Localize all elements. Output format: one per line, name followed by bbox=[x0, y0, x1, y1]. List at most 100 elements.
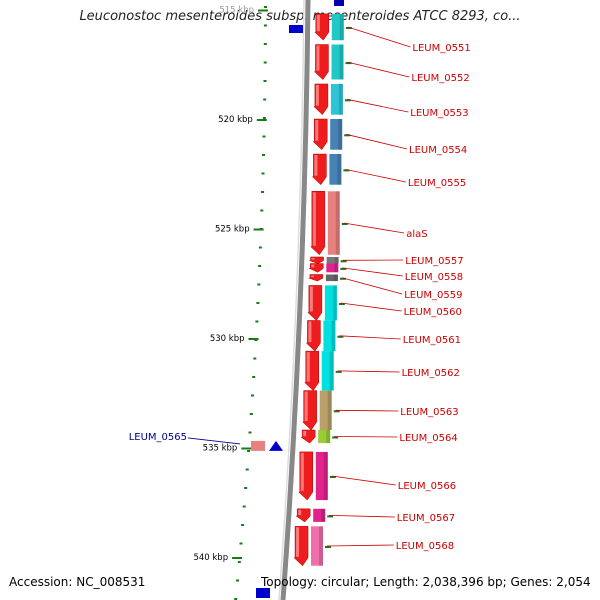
scale-dot bbox=[245, 468, 249, 471]
genome-backbone-outer bbox=[280, 0, 311, 600]
gene-stub bbox=[335, 370, 342, 373]
gene-category-LEUM_0566 bbox=[315, 451, 328, 501]
gene-category-LEUM_0552 bbox=[331, 44, 344, 80]
gene-label-LEUM_0551: LEUM_0551 bbox=[412, 43, 470, 54]
gene-label-LEUM_0555: LEUM_0555 bbox=[408, 178, 466, 189]
scale-dot bbox=[248, 431, 252, 434]
accession-text: Accession: NC_008531 bbox=[9, 575, 146, 589]
gene-category-shade bbox=[333, 274, 338, 282]
scale-tick bbox=[256, 119, 267, 121]
label-leader bbox=[347, 61, 410, 78]
gene-stub bbox=[325, 546, 331, 548]
scale-tick-label: 525 kbp bbox=[215, 225, 250, 235]
label-leader bbox=[341, 277, 403, 295]
reverse-strand-genes: LEUM_0565 bbox=[129, 432, 283, 451]
gene-arrow-LEUM_0559 bbox=[308, 274, 324, 282]
gene-arrow-highlight bbox=[315, 120, 319, 141]
scale-tick-label: 540 kbp bbox=[193, 553, 228, 563]
gene-category-shade bbox=[321, 508, 326, 522]
gene-stub bbox=[343, 169, 350, 172]
gene-arrow-highlight bbox=[316, 45, 320, 71]
gene-label-alaS: alaS bbox=[406, 229, 427, 240]
gene-label-LEUM_0560: LEUM_0560 bbox=[404, 307, 462, 318]
gene-category-shade bbox=[334, 263, 339, 273]
gene-category-shade bbox=[332, 285, 337, 321]
scale-dot bbox=[264, 6, 267, 8]
reverse-gene-box-LEUM_0565 bbox=[251, 440, 265, 451]
bottom-marker bbox=[256, 588, 270, 598]
label-leader bbox=[343, 222, 405, 234]
gene-category-LEUM_0557 bbox=[326, 257, 339, 264]
label-leader bbox=[331, 475, 396, 486]
gene-stub bbox=[333, 410, 340, 413]
gene-arrow-LEUM_0557 bbox=[309, 256, 324, 264]
scale-dot bbox=[261, 191, 264, 193]
gene-stub bbox=[332, 436, 339, 439]
gene-stub bbox=[345, 27, 352, 29]
scale-dot bbox=[239, 542, 243, 545]
gene-label-LEUM_0562: LEUM_0562 bbox=[402, 368, 460, 379]
gene-arrow-highlight bbox=[298, 509, 302, 516]
gene-arrow-highlight bbox=[315, 84, 319, 106]
gene-label-LEUM_0553: LEUM_0553 bbox=[410, 108, 468, 119]
scale-tick bbox=[258, 9, 268, 12]
gene-stub bbox=[344, 99, 351, 102]
scale-dot-arc bbox=[234, 6, 267, 600]
gene-label-LEUM_0561: LEUM_0561 bbox=[403, 335, 461, 346]
reverse-gene-label-LEUM_0565: LEUM_0565 bbox=[129, 432, 187, 443]
label-leader bbox=[342, 267, 403, 277]
gene-category-shade bbox=[338, 119, 343, 150]
gene-stub bbox=[344, 134, 351, 137]
scale-tick bbox=[232, 557, 243, 559]
scale-dot bbox=[262, 154, 265, 156]
scale-dot bbox=[255, 320, 259, 323]
gene-category-alaS bbox=[327, 191, 340, 255]
gene-arrow-highlight bbox=[304, 391, 308, 421]
gene-category-shade bbox=[337, 154, 342, 185]
map-title: Leuconostoc mesenteroides subsp. mesente… bbox=[79, 9, 521, 24]
gene-stub bbox=[345, 62, 352, 65]
label-leader bbox=[329, 515, 395, 518]
scale-dot bbox=[258, 265, 262, 267]
gene-category-LEUM_0568 bbox=[311, 526, 323, 566]
gene-stub bbox=[339, 277, 346, 280]
scale-dot bbox=[258, 246, 262, 249]
scale-tick bbox=[248, 338, 259, 340]
gene-label-LEUM_0559: LEUM_0559 bbox=[404, 290, 462, 301]
label-leader bbox=[346, 98, 409, 113]
top-marker bbox=[289, 25, 303, 33]
scale-dot bbox=[234, 598, 238, 600]
top-marker-2 bbox=[334, 0, 344, 6]
gene-category-LEUM_0562 bbox=[321, 351, 334, 391]
gene-label-LEUM_0564: LEUM_0564 bbox=[399, 433, 457, 444]
gene-labels: LEUM_0551 LEUM_0552 LEUM_0553 LEUM_0554 LEUM… bbox=[326, 26, 471, 552]
gene-label-LEUM_0566: LEUM_0566 bbox=[398, 481, 456, 492]
scale-dot bbox=[252, 376, 256, 378]
gene-stub bbox=[340, 267, 347, 270]
scale-tick-label: 520 kbp bbox=[218, 115, 253, 125]
scale-dot bbox=[263, 43, 267, 45]
label-leader bbox=[337, 370, 400, 373]
topology-summary: Topology: circular; Length: 2,038,396 bp… bbox=[261, 575, 591, 589]
gene-category-LEUM_0554 bbox=[330, 119, 343, 150]
gene-category-shade bbox=[334, 257, 339, 264]
gene-category-LEUM_0558 bbox=[326, 263, 339, 273]
gene-category-LEUM_0567 bbox=[313, 508, 326, 522]
gene-category-shade bbox=[339, 44, 344, 80]
scale-tick bbox=[241, 447, 252, 450]
label-leader bbox=[326, 544, 394, 547]
scale-tick-label: 535 kbp bbox=[203, 444, 238, 454]
gene-category-LEUM_0559 bbox=[325, 274, 338, 282]
gene-category-shade bbox=[335, 191, 340, 255]
gene-stub bbox=[327, 515, 334, 518]
gene-category-boxes bbox=[311, 13, 352, 566]
gene-arrow-highlight bbox=[316, 14, 320, 32]
gene-label-LEUM_0557: LEUM_0557 bbox=[405, 256, 463, 267]
reverse-gene-arrow bbox=[269, 440, 283, 451]
gene-stub bbox=[329, 476, 336, 478]
gene-label-LEUM_0558: LEUM_0558 bbox=[405, 272, 463, 283]
scale-dot bbox=[256, 302, 260, 304]
gene-category-LEUM_0551 bbox=[331, 13, 344, 41]
scale-dot bbox=[263, 80, 267, 82]
